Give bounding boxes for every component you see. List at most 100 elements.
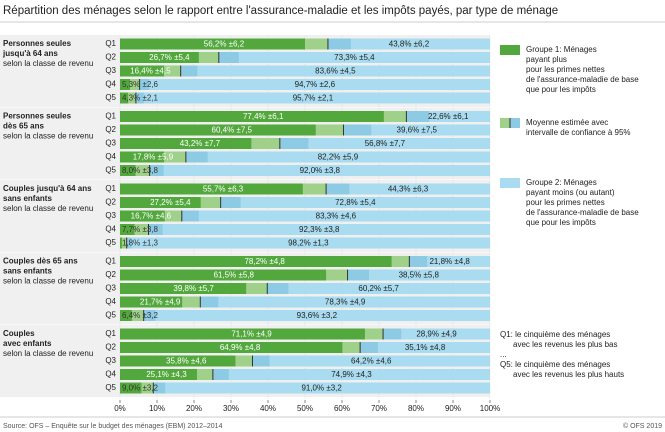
confidence-interval bbox=[135, 92, 144, 104]
bar-segment bbox=[120, 256, 410, 267]
x-tick-label: 30% bbox=[223, 404, 239, 413]
value-label: 56,8% ±7,7 bbox=[365, 139, 406, 148]
category-label: Q2 bbox=[105, 343, 116, 352]
bar-segment bbox=[180, 65, 490, 77]
bar-segment bbox=[360, 342, 490, 353]
confidence-interval bbox=[126, 237, 132, 249]
confidence-interval bbox=[149, 165, 164, 176]
bar-segment bbox=[279, 138, 490, 149]
value-label: 1,8% ±1,3 bbox=[122, 239, 159, 248]
group-title: avec enfants bbox=[3, 339, 52, 348]
confidence-interval bbox=[342, 342, 361, 353]
bar-segment bbox=[343, 124, 490, 136]
confidence-interval bbox=[406, 111, 429, 122]
confidence-interval bbox=[326, 183, 350, 195]
value-label: 43,2% ±7,7 bbox=[180, 139, 221, 148]
value-label: 27,2% ±5,4 bbox=[150, 198, 191, 207]
bar-segment bbox=[120, 296, 201, 308]
group-title: dès 65 ans bbox=[3, 122, 44, 131]
legend-label: intervalle de confiance à 95% bbox=[526, 128, 631, 137]
category-label: Q5 bbox=[105, 311, 116, 320]
value-label: 7,7% ±3,8 bbox=[122, 225, 159, 234]
bar-segment bbox=[267, 283, 490, 294]
value-label: 64,9% ±4,8 bbox=[220, 343, 261, 352]
bar-segment bbox=[120, 151, 186, 163]
group-title: Couples dès 65 ans bbox=[3, 257, 78, 266]
bar-segment bbox=[120, 224, 149, 235]
bar-segment bbox=[409, 256, 490, 267]
group-subtitle: selon la classe de revenu bbox=[3, 349, 93, 358]
value-label: 35,8% ±4,6 bbox=[166, 357, 207, 366]
x-tick-label: 50% bbox=[297, 404, 313, 413]
confidence-interval bbox=[343, 124, 372, 136]
value-label: 6,4% ±3,2 bbox=[122, 311, 159, 320]
confidence-interval bbox=[326, 269, 348, 281]
confidence-interval bbox=[347, 269, 370, 281]
legend-swatch bbox=[500, 118, 510, 128]
legend-label: pour les primes nettes bbox=[526, 65, 605, 74]
value-label: 73,3% ±5,4 bbox=[334, 53, 375, 62]
bar-segment bbox=[120, 165, 150, 176]
x-tick-label: 60% bbox=[334, 404, 350, 413]
bar-segment bbox=[120, 52, 219, 63]
group-subtitle: selon la classe de revenu bbox=[3, 132, 93, 141]
value-label: 83,3% ±4,6 bbox=[316, 212, 357, 221]
confidence-interval bbox=[200, 296, 219, 308]
legend-label: payant moins (ou autant) bbox=[526, 188, 615, 197]
bar-segment bbox=[120, 183, 327, 195]
bar-segment bbox=[153, 382, 491, 394]
bar-segment bbox=[383, 328, 490, 340]
confidence-interval bbox=[252, 355, 270, 367]
confidence-interval bbox=[121, 237, 127, 249]
value-label: 92,0% ±3,8 bbox=[300, 166, 341, 175]
category-label: Q3 bbox=[105, 211, 116, 220]
confidence-interval bbox=[164, 151, 186, 163]
value-label: 77,4% ±6,1 bbox=[243, 112, 284, 121]
confidence-interval bbox=[212, 369, 229, 380]
bar-segment bbox=[326, 183, 490, 195]
value-label: 98,2% ±1,3 bbox=[288, 239, 329, 248]
bar-segment bbox=[120, 111, 407, 122]
note: Q5: le cinquième des ménages bbox=[500, 360, 610, 369]
confidence-interval bbox=[185, 151, 208, 163]
value-label: 28,9% ±4,9 bbox=[416, 330, 457, 339]
legend-label: de l'assurance-maladie de base bbox=[526, 75, 639, 84]
value-label: 26,7% ±5,4 bbox=[149, 53, 190, 62]
category-label: Q2 bbox=[105, 53, 116, 62]
confidence-interval bbox=[327, 38, 351, 50]
confidence-interval bbox=[364, 328, 384, 340]
category-label: Q5 bbox=[105, 238, 116, 247]
legend-swatch bbox=[500, 178, 520, 188]
group-subtitle: selon la classe de revenu bbox=[3, 277, 93, 286]
source: Source: OFS – Enquête sur le budget des … bbox=[3, 423, 223, 430]
bar-segment bbox=[139, 79, 491, 90]
confidence-interval bbox=[164, 65, 181, 77]
bar-segment bbox=[212, 369, 490, 380]
category-label: Q3 bbox=[105, 284, 116, 293]
confidence-interval bbox=[148, 224, 163, 235]
value-label: 39,6% ±7,5 bbox=[397, 126, 438, 135]
value-label: 25,1% ±4,3 bbox=[146, 370, 187, 379]
confidence-interval bbox=[360, 342, 378, 353]
value-label: 38,5% ±5,8 bbox=[399, 271, 440, 280]
category-label: Q3 bbox=[105, 139, 116, 148]
category-label: Q5 bbox=[105, 93, 116, 102]
confidence-interval bbox=[220, 197, 241, 208]
value-label: 4,3% ±2,1 bbox=[122, 94, 159, 103]
bar-segment bbox=[120, 138, 280, 149]
confidence-interval bbox=[196, 369, 213, 380]
value-label: 92,3% ±3,8 bbox=[299, 225, 340, 234]
category-label: Q1 bbox=[105, 112, 116, 121]
group-title: sans enfants bbox=[3, 267, 52, 276]
confidence-interval bbox=[135, 165, 150, 176]
bar-segment bbox=[143, 310, 490, 321]
bar-segment bbox=[185, 151, 491, 163]
value-label: 17,8% ±5,9 bbox=[133, 153, 174, 162]
value-label: 16,4% ±4,5 bbox=[130, 67, 171, 76]
value-label: 5,3% ±2,6 bbox=[122, 80, 159, 89]
confidence-interval bbox=[129, 79, 140, 90]
bar-segment bbox=[252, 355, 490, 367]
value-label: 78,2% ±4,8 bbox=[244, 257, 285, 266]
confidence-interval bbox=[198, 52, 219, 63]
